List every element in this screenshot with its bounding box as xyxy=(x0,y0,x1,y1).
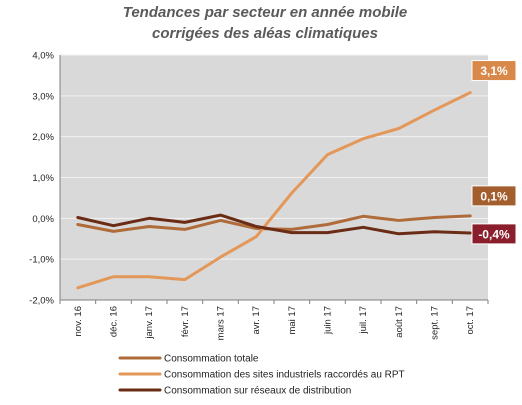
callout-box xyxy=(471,223,517,245)
legend-label: Consommation totale xyxy=(164,354,259,365)
callout-label: 3,1% xyxy=(480,64,508,78)
x-tick-label: janv. 17 xyxy=(144,306,155,340)
x-tick-label: févr. 17 xyxy=(180,306,191,337)
y-tick-label: 4,0% xyxy=(32,51,54,62)
x-tick-label: oct. 17 xyxy=(465,306,476,335)
legend-label: Consommation des sites industriels racco… xyxy=(164,370,405,381)
callout-label: 0,1% xyxy=(480,189,508,203)
y-tick-label: -1,0% xyxy=(29,255,54,266)
plot-area: -2,0% -1,0% 0,0% 1,0% 2,0% 3,0% 4,0% nov. 16 déc… xyxy=(29,51,517,340)
y-tick-label: 3,0% xyxy=(32,91,54,102)
x-tick-label: sept. 17 xyxy=(430,306,441,340)
x-tick-label: nov. 16 xyxy=(73,306,84,336)
y-tick-label: 0,0% xyxy=(32,214,54,225)
x-tick-label: déc. 16 xyxy=(109,306,120,337)
x-tick-label: mai 17 xyxy=(287,306,298,335)
x-tick-label: juil. 17 xyxy=(358,306,369,334)
legend: Consommation totale Consommation des site… xyxy=(118,354,405,397)
x-tick-label: août 17 xyxy=(394,306,405,338)
callout-box xyxy=(471,185,517,207)
callout-box xyxy=(471,60,517,82)
y-tick-label: -2,0% xyxy=(29,296,54,307)
series-line xyxy=(76,213,472,236)
legend-label: Consommation sur réseaux de distribution xyxy=(164,386,351,397)
chart-title-line-2: corrigées des aléas climatiques xyxy=(152,25,378,42)
x-tick-label: mars 17 xyxy=(216,306,227,340)
series-line xyxy=(76,91,472,290)
y-tick-label: 2,0% xyxy=(32,132,54,143)
chart-title-line-1: Tendances par secteur en année mobile xyxy=(123,4,408,21)
callout-label: -0,4% xyxy=(478,227,510,241)
y-tick-label: 1,0% xyxy=(32,173,54,184)
x-tick-label: juin 17 xyxy=(323,306,334,335)
x-tick-label: avr. 17 xyxy=(251,306,262,335)
